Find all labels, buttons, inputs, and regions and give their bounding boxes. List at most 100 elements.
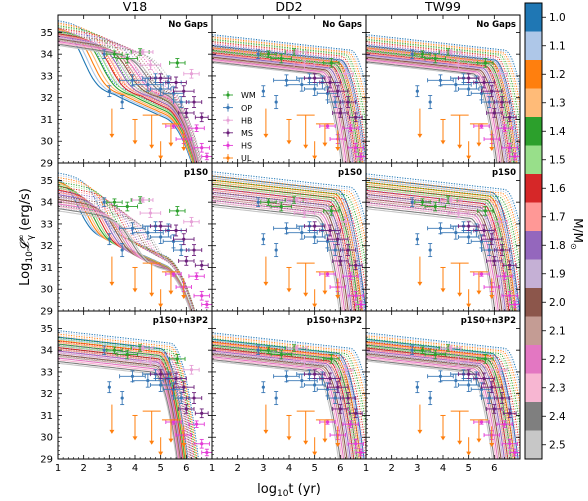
obs-hs-27 bbox=[509, 448, 520, 457]
cooling-curve-2.3-dotted bbox=[366, 351, 510, 459]
x-tick-label: 5 bbox=[157, 463, 163, 474]
obs-ms-17 bbox=[149, 369, 172, 379]
obs-op-4 bbox=[410, 197, 415, 207]
obs-wm-3 bbox=[323, 206, 340, 216]
obs-ul-33 bbox=[335, 426, 341, 447]
obs-op-4 bbox=[256, 345, 261, 355]
obs-op-6 bbox=[274, 243, 279, 258]
obs-ul-29 bbox=[132, 118, 138, 145]
legend-label: HS bbox=[241, 142, 252, 151]
obs-ul-29 bbox=[440, 118, 446, 145]
obs-ms-18 bbox=[319, 224, 341, 237]
obs-wm-3 bbox=[323, 58, 340, 68]
obs-wm-0 bbox=[106, 50, 123, 58]
obs-hs-27 bbox=[355, 300, 366, 309]
obs-ms-21 bbox=[185, 392, 203, 404]
obs-ul-30 bbox=[142, 114, 161, 149]
obs-hb-16 bbox=[183, 364, 200, 375]
cooling-curve-2.3-dotted bbox=[58, 202, 195, 311]
cooling-curve-1.8-dotted bbox=[58, 344, 194, 459]
colorbar-swatch-1.0 bbox=[525, 3, 542, 32]
cooling-curve-2.2-dotted bbox=[212, 195, 359, 311]
cooling-curve-2.4-dotted bbox=[58, 204, 195, 311]
colorbar-tick-label: 1.8 bbox=[549, 240, 566, 252]
obs-ms-19 bbox=[173, 381, 195, 394]
colorbar-swatch-1.1 bbox=[525, 31, 542, 61]
cooling-curve-1.7-solid bbox=[212, 53, 356, 163]
cooling-curve-2.4-dotted bbox=[212, 50, 355, 163]
obs-ul-29 bbox=[286, 118, 292, 145]
obs-op-6 bbox=[274, 95, 279, 110]
panel-dd2-row2: p1S0+n3P2 1 2 3 4 5 6 bbox=[209, 310, 367, 474]
obs-hs-26 bbox=[193, 290, 210, 301]
cooling-curve-2.1-solid bbox=[212, 197, 348, 311]
obs-ul-32 bbox=[161, 123, 180, 147]
obs-ms-20 bbox=[332, 256, 349, 266]
obs-ul-30 bbox=[450, 410, 469, 445]
y-tick-label: 33 bbox=[40, 219, 53, 230]
obs-hb-16 bbox=[183, 68, 200, 79]
obs-ms-21 bbox=[339, 244, 357, 256]
cooling-curve-2.2-dotted bbox=[366, 197, 513, 311]
obs-ms-18 bbox=[319, 76, 341, 89]
obs-ms-21 bbox=[339, 392, 357, 404]
obs-hs-26 bbox=[193, 438, 210, 449]
colorbar-tick-label: 1.2 bbox=[549, 69, 566, 81]
obs-ul-28 bbox=[417, 108, 423, 138]
obs-op-6 bbox=[120, 95, 125, 110]
y-tick-label: 35 bbox=[40, 324, 53, 335]
obs-op-6 bbox=[428, 95, 433, 110]
obs-ul-33 bbox=[181, 278, 187, 299]
x-tick-label: 1 bbox=[55, 463, 61, 474]
cooling-curve-1.3-dotted bbox=[58, 335, 197, 459]
colorbar-swatch-1.5 bbox=[525, 145, 542, 175]
obs-hb-16 bbox=[491, 216, 508, 227]
y-tick-label: 30 bbox=[40, 137, 53, 148]
colorbar-tick-label: 1.7 bbox=[549, 212, 566, 224]
colorbar-swatch-2.3 bbox=[525, 373, 542, 403]
cooling-curve-1.7-solid bbox=[366, 53, 510, 163]
cooling-curve-1.0-solid bbox=[58, 27, 193, 163]
cooling-curve-2.3-dotted bbox=[366, 49, 511, 163]
cooling-curve-2.1-solid bbox=[366, 354, 500, 459]
obs-ul-31 bbox=[158, 437, 164, 456]
obs-ms-22 bbox=[348, 408, 363, 419]
obs-ms-17 bbox=[457, 73, 480, 83]
cooling-curve-2.2-solid bbox=[366, 356, 499, 459]
obs-ul-33 bbox=[489, 278, 495, 299]
obs-wm-3 bbox=[477, 58, 494, 68]
panel-tw99-row1: p1S0 bbox=[365, 162, 521, 312]
cooling-curve-2.0-solid bbox=[58, 198, 192, 311]
obs-ul-28 bbox=[263, 256, 269, 286]
cooling-curve-2.1-solid bbox=[212, 354, 346, 459]
obs-hs-23 bbox=[319, 123, 336, 129]
obs-ul-33 bbox=[489, 130, 495, 151]
obs-ms-22 bbox=[502, 408, 517, 419]
cooling-curve-2.3-solid bbox=[212, 60, 346, 163]
cooling-curve-2.3-solid bbox=[58, 42, 200, 163]
obs-hs-26 bbox=[347, 290, 364, 301]
x-tick-label: 1 bbox=[363, 463, 369, 474]
cooling-curve-1.0-solid bbox=[212, 44, 366, 161]
cooling-curve-2.3-dotted bbox=[212, 351, 356, 459]
cooling-curve-1.2-dotted bbox=[58, 333, 198, 459]
cooling-curve-2.2-solid bbox=[212, 58, 347, 163]
x-tick-label: 3 bbox=[106, 463, 112, 474]
obs-ul-33 bbox=[181, 426, 187, 447]
panel-row-label: p1S0 bbox=[492, 168, 516, 178]
obs-ms-21 bbox=[185, 244, 203, 256]
obs-ul-31 bbox=[466, 141, 472, 160]
obs-op-5 bbox=[261, 233, 266, 246]
obs-ul-28 bbox=[263, 108, 269, 138]
obs-ms-20 bbox=[486, 108, 503, 118]
plot-area bbox=[58, 330, 212, 459]
obs-op-8 bbox=[439, 373, 472, 388]
colorbar-swatch-1.8 bbox=[525, 231, 542, 260]
cooling-curve-1.7-dotted bbox=[58, 29, 199, 163]
obs-ms-18 bbox=[319, 372, 341, 385]
obs-ul-31 bbox=[312, 141, 318, 160]
colorbar-tick-label: 1.5 bbox=[549, 155, 566, 167]
colorbar-swatch-1.3 bbox=[525, 88, 542, 118]
panel-dd2-row1: p1S0 bbox=[211, 162, 367, 312]
